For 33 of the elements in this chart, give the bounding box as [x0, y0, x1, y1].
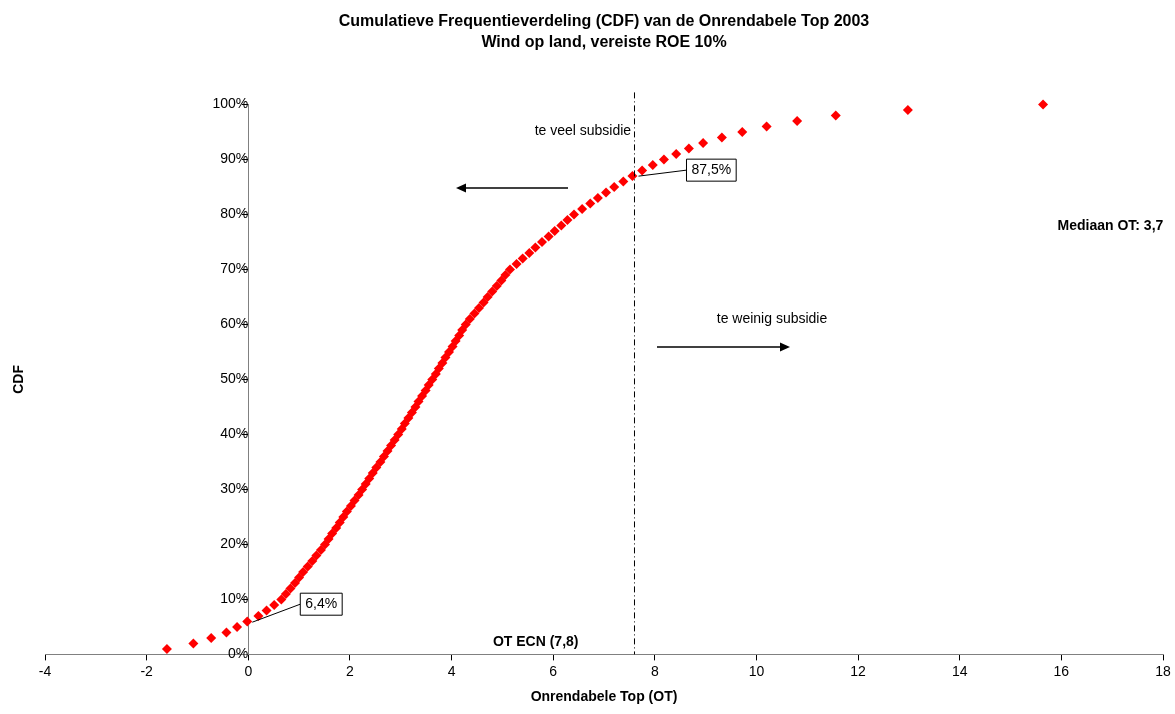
y-tick-label: 50%	[220, 370, 249, 387]
y-tick-label: 30%	[220, 480, 249, 497]
annotation: 87,5%	[691, 161, 732, 178]
annotation: te veel subsidie	[534, 121, 632, 138]
y-axis-title: CDF	[9, 364, 26, 394]
x-tick-label: -2	[140, 662, 154, 679]
y-tick-label: 70%	[220, 260, 249, 277]
x-tick-label: 14	[951, 662, 968, 679]
chart-title: Cumulatieve Frequentieverdeling (CDF) van de Onrendabele Top 2003	[338, 12, 870, 30]
x-tick-label: 12	[850, 662, 867, 679]
x-tick-label: 16	[1053, 662, 1070, 679]
y-tick-label: 60%	[220, 315, 249, 332]
ref-line-label: OT ECN (7,8)	[492, 633, 579, 650]
x-tick-label: -4	[38, 662, 52, 679]
y-tick-label: 90%	[220, 150, 249, 167]
y-tick-label: 80%	[220, 205, 249, 222]
x-tick-label: 10	[748, 662, 765, 679]
x-tick-label: 6	[549, 662, 558, 679]
x-tick-label: 18	[1155, 662, 1171, 679]
annotation: 6,4%	[305, 595, 338, 612]
x-tick-label: 2	[346, 662, 355, 679]
chart-subtitle: Wind op land, vereiste ROE 10%	[481, 33, 727, 51]
x-axis-title: Onrendabele Top (OT)	[530, 688, 678, 705]
y-tick-label: 100%	[212, 95, 249, 112]
annotation: Mediaan OT: 3,7	[1057, 216, 1164, 233]
x-tick-label: 0	[244, 662, 253, 679]
y-tick-label: 40%	[220, 425, 249, 442]
y-tick-label: 20%	[220, 535, 249, 552]
y-tick-label: 0%	[228, 645, 249, 662]
x-tick-label: 8	[650, 662, 659, 679]
x-tick-label: 4	[447, 662, 456, 679]
annotation: te weinig subsidie	[716, 309, 828, 326]
y-tick-label: 10%	[220, 590, 249, 607]
